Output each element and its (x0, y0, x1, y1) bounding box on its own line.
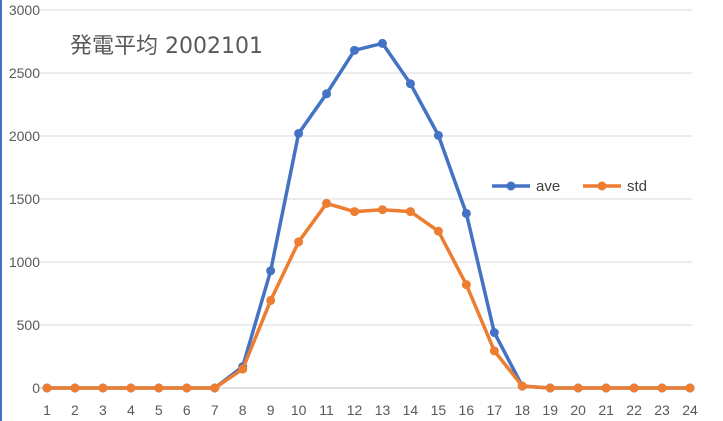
x-tick-label: 20 (570, 402, 586, 418)
data-point-ave (489, 328, 499, 338)
data-point-std (42, 383, 52, 393)
x-tick-label: 8 (239, 402, 247, 418)
data-point-ave (294, 128, 304, 138)
x-tick-label: 3 (99, 402, 107, 418)
y-tick-label: 2500 (9, 65, 40, 81)
x-tick-label: 7 (211, 402, 219, 418)
data-point-std (601, 383, 611, 393)
x-tick-label: 22 (626, 402, 642, 418)
data-point-std (350, 207, 360, 217)
data-point-std (685, 383, 695, 393)
x-tick-label: 23 (654, 402, 670, 418)
data-point-std (210, 383, 220, 393)
chart-title: 発電平均 2002101 (70, 34, 263, 59)
data-point-ave (350, 45, 360, 55)
x-tick-label: 2 (71, 402, 79, 418)
data-point-ave (377, 38, 387, 48)
x-tick-label: 9 (267, 402, 275, 418)
y-tick-label: 2000 (9, 128, 40, 144)
x-tick-label: 17 (487, 402, 503, 418)
legend-label: std (627, 178, 647, 195)
data-point-std (266, 295, 276, 305)
x-tick-label: 18 (514, 402, 530, 418)
data-point-std (98, 383, 108, 393)
x-tick-label: 13 (375, 402, 391, 418)
x-tick-label: 10 (291, 402, 307, 418)
x-tick-label: 24 (682, 402, 698, 418)
legend-label: ave (536, 178, 560, 195)
x-tick-label: 6 (183, 402, 191, 418)
data-point-std (377, 205, 387, 215)
data-point-std (70, 383, 80, 393)
series-line-ave (45, 41, 692, 390)
x-tick-label: 16 (459, 402, 475, 418)
y-tick-label: 1500 (9, 191, 40, 207)
data-point-std (126, 383, 136, 393)
legend: ave std (492, 178, 647, 195)
data-point-ave (461, 208, 471, 218)
data-point-std (294, 237, 304, 247)
series-line-std (45, 201, 692, 390)
x-tick-label: 4 (127, 402, 135, 418)
legend-item-ave: ave (492, 178, 560, 195)
x-tick-label: 21 (598, 402, 614, 418)
series-std (42, 198, 695, 393)
data-point-std (657, 383, 667, 393)
data-point-std (182, 383, 192, 393)
y-tick-label: 0 (32, 380, 40, 396)
data-point-std (433, 226, 443, 236)
data-point-std (573, 383, 583, 393)
data-point-std (545, 383, 555, 393)
series-ave (42, 38, 695, 393)
data-point-ave (322, 89, 332, 99)
data-point-std (461, 280, 471, 290)
x-tick-label: 11 (319, 402, 334, 418)
data-point-ave (405, 79, 415, 89)
data-point-std (517, 381, 527, 391)
data-point-ave (266, 266, 276, 276)
data-point-ave (433, 130, 443, 140)
x-tick-label: 14 (403, 402, 419, 418)
data-point-std (322, 198, 332, 208)
data-point-std (629, 383, 639, 393)
y-tick-label: 500 (17, 317, 41, 333)
x-tick-label: 15 (431, 402, 447, 418)
y-tick-label: 3000 (9, 2, 40, 18)
legend-swatch-marker (506, 181, 516, 191)
x-tick-label: 19 (542, 402, 558, 418)
data-point-std (489, 346, 499, 356)
legend-swatch-marker (597, 181, 607, 191)
data-point-std (154, 383, 164, 393)
x-tick-label: 5 (155, 402, 163, 418)
legend-item-std: std (583, 178, 647, 195)
gridlines (40, 9, 692, 389)
series-group (42, 38, 695, 393)
data-point-std (238, 364, 248, 374)
y-tick-label: 1000 (9, 254, 40, 270)
data-point-std (405, 207, 415, 217)
x-tick-label: 1 (43, 402, 51, 418)
x-tick-label: 12 (347, 402, 363, 418)
